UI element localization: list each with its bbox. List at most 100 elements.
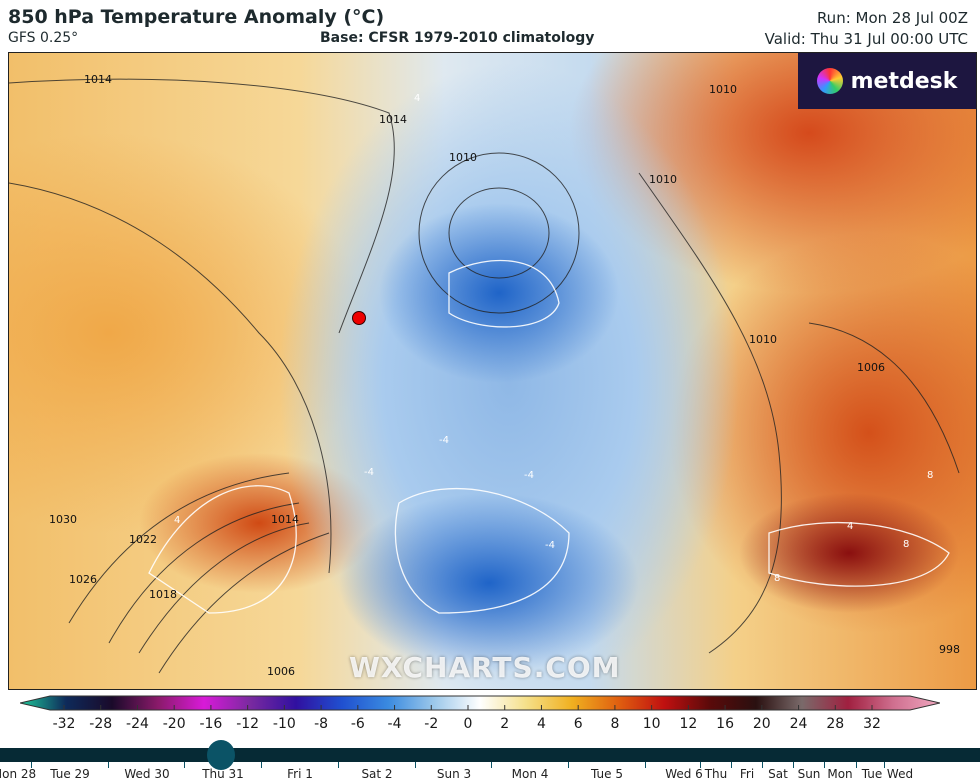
logo-text: metdesk: [850, 68, 958, 94]
valid-label: Valid: Thu 31 Jul 00:00 UTC: [764, 30, 968, 48]
colorbar-gradient: [20, 695, 940, 711]
timeline-day-7[interactable]: Mon 4: [511, 767, 549, 781]
watermark: WXCHARTS.COM: [349, 651, 621, 684]
timeline-day-3[interactable]: Thu 31: [202, 767, 244, 781]
isobar-label: 1010: [709, 83, 737, 96]
isobar-line: [808, 322, 960, 474]
low-pressure-contour: [448, 187, 550, 279]
timeline-tick: [415, 762, 416, 768]
isobar-label: 1026: [69, 573, 97, 586]
colorbar-label: -4: [387, 716, 402, 732]
timeline-tick: [731, 762, 732, 768]
model-label: GFS 0.25°: [8, 30, 79, 46]
isobar-label: 1010: [449, 151, 477, 164]
location-marker[interactable]: [352, 311, 366, 325]
colorbar-label: -24: [126, 716, 149, 732]
isobar-layer: 1014 1014 1010 1010 1010 1010 1030 1026 …: [9, 73, 960, 678]
timeline-slider-handle[interactable]: [206, 740, 235, 770]
timeline-tick: [31, 762, 32, 768]
colorbar-label: 4: [536, 716, 546, 732]
timeline-tick: [338, 762, 339, 768]
colorbar-label: 8: [610, 716, 620, 732]
timeline-day-9[interactable]: Wed 6: [665, 767, 703, 781]
colorbar-label: 32: [863, 716, 881, 732]
isobar-line: [68, 472, 290, 624]
isobar-label: 1006: [857, 361, 885, 374]
colorbar-label: -8: [314, 716, 329, 732]
colorbar-label: 2: [500, 716, 510, 732]
colorbar: [20, 695, 940, 711]
isobar-line: [9, 78, 395, 334]
anomaly-label: -4: [439, 435, 449, 446]
anomaly-contour: [768, 521, 950, 587]
isobar-label: 998: [939, 643, 960, 656]
isobar-label: 1014: [271, 513, 299, 526]
isobar-label: 1006: [267, 665, 295, 678]
anomaly-label: 4: [174, 515, 180, 526]
timeline-tick: [856, 762, 857, 768]
timeline-day-2[interactable]: Wed 30: [124, 767, 170, 781]
anomaly-label: 4: [414, 93, 420, 104]
colorbar-label: 20: [752, 716, 771, 732]
timeline-tick: [793, 762, 794, 768]
timeline-day-14[interactable]: Mon: [827, 767, 853, 781]
colorbar-label: 24: [789, 716, 808, 732]
timeline-day-12[interactable]: Sat: [768, 767, 788, 781]
colorbar-label: -32: [52, 716, 76, 732]
timeline-day-4[interactable]: Fri 1: [287, 767, 313, 781]
timeline-tick: [184, 762, 185, 768]
anomaly-label: -4: [364, 467, 374, 478]
isobar-line: [108, 502, 300, 644]
colorbar-label: 6: [573, 716, 583, 732]
isobar-line: [638, 172, 782, 654]
timeline-tick: [108, 762, 109, 768]
timeline-tick: [824, 762, 825, 768]
isobar-line: [9, 182, 332, 574]
anomaly-label: -4: [524, 470, 534, 481]
timeline-day-1[interactable]: Tue 29: [50, 767, 90, 781]
anomaly-label: 8: [903, 539, 909, 550]
timeline-day-5[interactable]: Sat 2: [361, 767, 393, 781]
colorbar-label: -16: [199, 716, 223, 732]
timeline-tick: [261, 762, 262, 768]
timeline-track[interactable]: [0, 748, 980, 762]
timeline-tick: [645, 762, 646, 768]
timeline-day-6[interactable]: Sun 3: [436, 767, 472, 781]
colorbar-label: -12: [236, 716, 260, 732]
colorbar-labels: -32 -28 -24 -20 -16 -12 -10 -8 -6 -4 -2 0 2 4 6 8 10 12 16…: [0, 716, 980, 734]
colorbar-label: 16: [716, 716, 734, 732]
colorbar-label: 10: [642, 716, 661, 732]
run-label: Run: Mon 28 Jul 00Z: [816, 9, 968, 27]
timeline-day-15[interactable]: Tue: [861, 767, 883, 781]
colorbar-label: 0: [463, 716, 473, 732]
timeline-day-16[interactable]: Wed: [886, 767, 914, 781]
anomaly-map[interactable]: 1014 1014 1010 1010 1010 1010 1030 1026 …: [8, 52, 977, 690]
anomaly-label: 4: [847, 521, 853, 532]
isobar-label: 1014: [379, 113, 407, 126]
isobar-line: [138, 522, 310, 654]
colorbar-label: -20: [162, 716, 186, 732]
colorbar-label: -10: [272, 716, 296, 732]
anomaly-contour: [394, 487, 570, 614]
timeline-tick: [762, 762, 763, 768]
timeline-day-10[interactable]: Thu: [704, 767, 728, 781]
timeline-day-0[interactable]: Mon 28: [0, 767, 37, 781]
colorbar-label: -28: [89, 716, 113, 732]
timeline-day-8[interactable]: Tue 5: [591, 767, 623, 781]
timeline-tick: [568, 762, 569, 768]
timeline-day-11[interactable]: Fri: [739, 767, 755, 781]
isobar-label: 1018: [149, 588, 177, 601]
isobar-label: 1030: [49, 513, 77, 526]
isobar-label: 1010: [649, 173, 677, 186]
colorbar-label: -6: [350, 716, 365, 732]
colorbar-label: -2: [424, 716, 439, 732]
chart-title: 850 hPa Temperature Anomaly (°C): [8, 6, 385, 28]
anomaly-contour: [148, 485, 297, 614]
anomaly-contour: [448, 259, 560, 328]
anomaly-label: -4: [545, 540, 555, 551]
base-label: Base: CFSR 1979-2010 climatology: [320, 30, 595, 46]
timeline-tick: [884, 762, 885, 768]
timeline-day-13[interactable]: Sun: [797, 767, 821, 781]
colorbar-label: 12: [679, 716, 698, 732]
isobar-line: [158, 532, 330, 674]
